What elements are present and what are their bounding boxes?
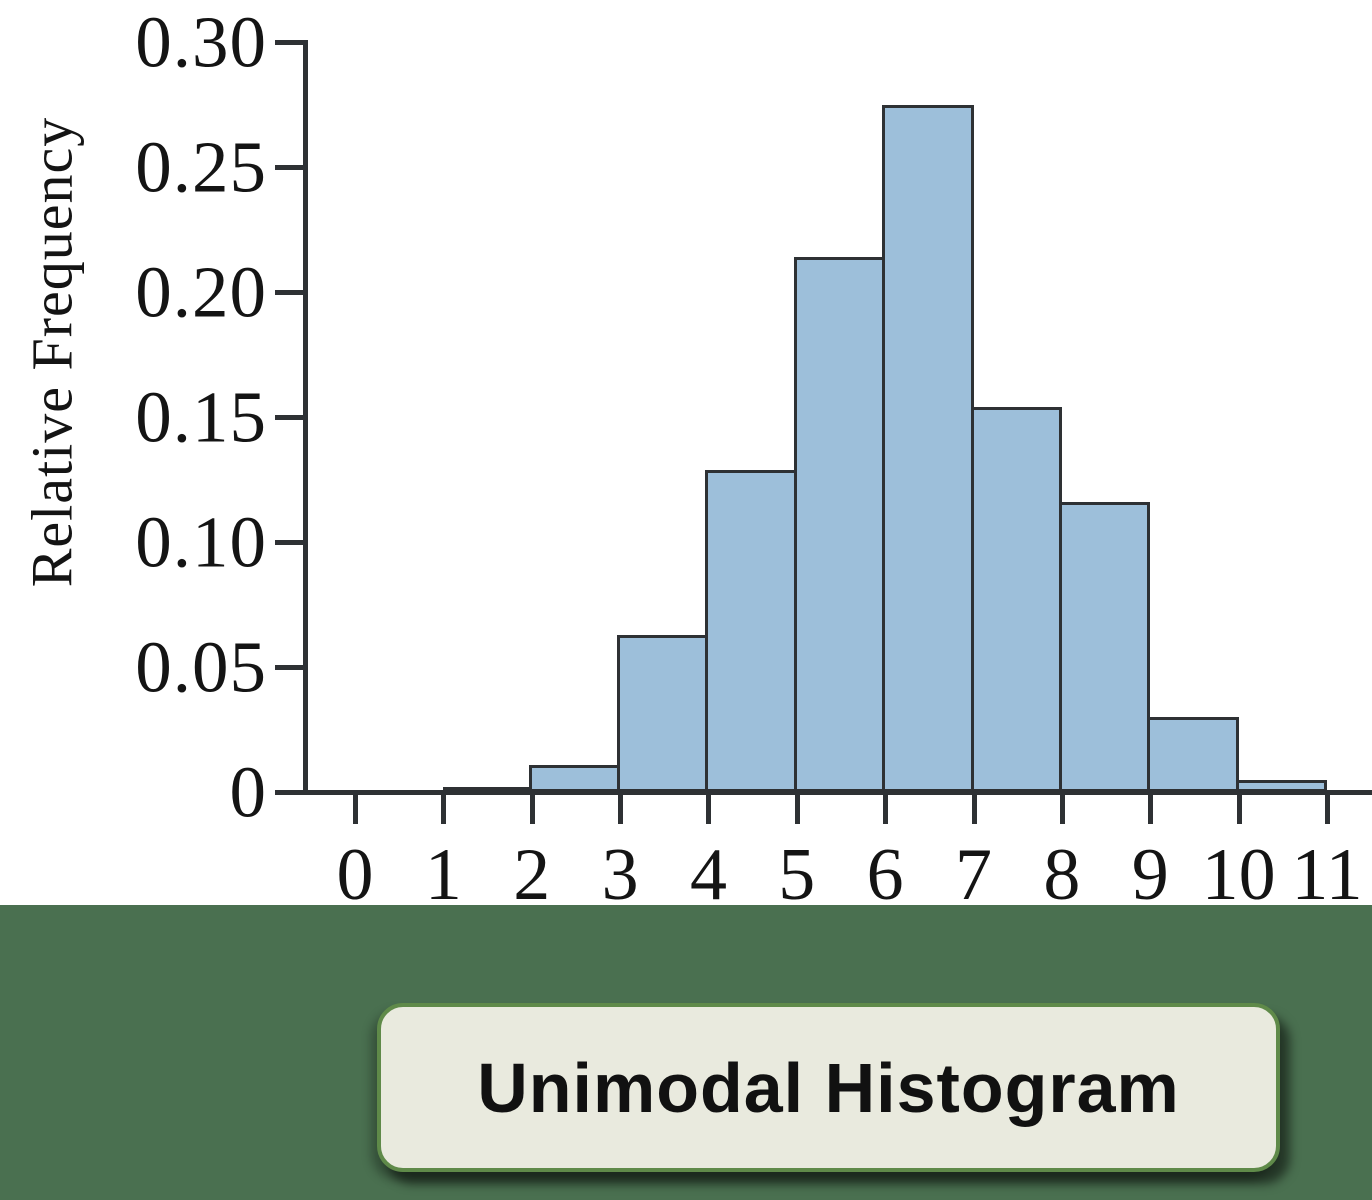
x-tick-2 [529,792,535,824]
y-tick-0.30 [275,40,305,45]
y-tick-0.15 [275,415,305,420]
y-tick-label-0.20: 0.20 [135,251,267,333]
x-tick-label-2: 2 [513,834,551,916]
x-tick-3 [618,792,624,824]
x-tick-11 [1324,792,1330,824]
x-tick-9 [1148,792,1154,824]
x-tick-label-3: 3 [601,834,639,916]
x-tick-6 [883,792,889,824]
x-tick-10 [1236,792,1242,824]
y-tick-0.25 [275,165,305,170]
x-tick-label-4: 4 [689,834,727,916]
x-tick-1 [441,792,447,824]
histogram-bar-8-9 [1058,502,1151,792]
y-tick-label-0.25: 0.25 [135,126,267,208]
histogram-bar-2-3 [528,764,621,792]
histogram-bar-6-7 [882,104,974,792]
x-tick-label-7: 7 [955,834,993,916]
y-tick-0.10 [275,540,305,545]
y-tick-0 [275,790,305,795]
histogram-bar-4-5 [705,469,797,792]
y-tick-label-0.05: 0.05 [135,626,267,708]
y-tick-0.20 [275,290,305,295]
x-tick-label-8: 8 [1043,834,1081,916]
x-axis-line [303,790,1372,795]
histogram-bar-5-6 [793,257,886,792]
y-tick-0.05 [275,665,305,670]
y-axis-line [303,40,308,794]
x-tick-7 [971,792,977,824]
x-tick-label-0: 0 [336,834,374,916]
histogram-bar-7-8 [970,407,1062,792]
y-tick-label-0.15: 0.15 [135,376,267,458]
y-tick-label-0.30: 0.30 [135,1,267,83]
caption-box: Unimodal Histogram [377,1003,1280,1172]
x-tick-label-6: 6 [866,834,904,916]
x-tick-label-9: 9 [1131,834,1169,916]
x-tick-8 [1059,792,1065,824]
x-tick-4 [706,792,712,824]
caption-text: Unimodal Histogram [477,1048,1180,1127]
x-tick-label-11: 11 [1291,834,1363,916]
caption-band: Unimodal Histogram [0,905,1372,1200]
y-tick-label-0: 0 [229,751,267,833]
histogram-bar-9-10 [1147,717,1239,792]
histogram-bar-3-4 [617,634,709,792]
y-tick-label-0.10: 0.10 [135,501,267,583]
x-tick-label-10: 10 [1201,834,1276,916]
x-tick-label-1: 1 [424,834,462,916]
x-tick-5 [794,792,800,824]
x-tick-label-5: 5 [778,834,816,916]
x-tick-0 [353,792,358,824]
